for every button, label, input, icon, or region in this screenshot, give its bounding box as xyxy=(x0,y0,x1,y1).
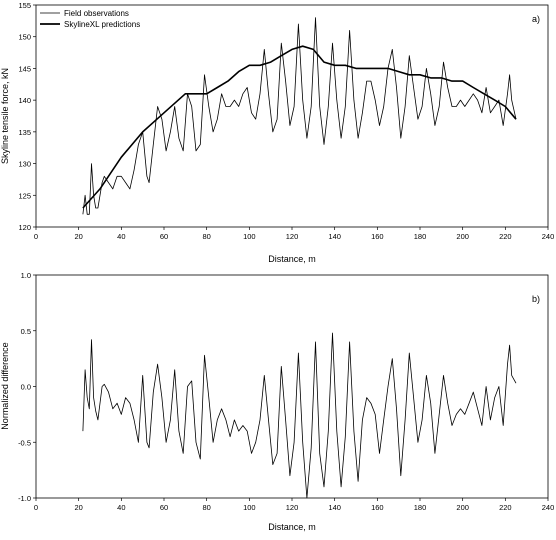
x-tick-label: 100 xyxy=(243,503,256,512)
series-group-b xyxy=(82,332,517,499)
series-group-a xyxy=(82,17,517,215)
skylinexl-predictions-line xyxy=(82,45,517,209)
field-observations-line xyxy=(82,17,517,215)
y-tick-label: -1.0 xyxy=(18,494,31,503)
y-tick-label: -0.5 xyxy=(18,438,31,447)
y-tick-label: 125 xyxy=(18,191,31,200)
plot-area-frame-b xyxy=(35,274,549,499)
y-tick-label: 0.5 xyxy=(21,327,31,336)
x-tick-label: 20 xyxy=(74,232,82,241)
x-tick-label: 80 xyxy=(202,503,210,512)
x-axis-ticks-b: 0 20 40 60 80 100 120 140 160 180 200 220 240 xyxy=(34,498,554,512)
x-tick-label: 80 xyxy=(202,232,210,241)
legend-label-skyline: SkylineXL predictions xyxy=(64,20,140,29)
y-tick-label: 135 xyxy=(18,128,31,137)
legend-label-field: Field observations xyxy=(64,9,129,18)
x-axis-ticks-a: 0 20 40 60 80 100 120 140 160 180 200 220 240 xyxy=(34,227,554,241)
x-tick-label: 180 xyxy=(414,503,427,512)
x-tick-label: 180 xyxy=(414,232,427,241)
x-tick-label: 120 xyxy=(286,232,299,241)
x-tick-label: 120 xyxy=(286,503,299,512)
y-axis-label-b: Normalized difference xyxy=(0,342,10,429)
y-axis-ticks-a: 120 125 130 135 140 145 150 155 xyxy=(18,1,36,232)
x-tick-label: 240 xyxy=(542,232,555,241)
y-tick-label: 1.0 xyxy=(21,271,31,280)
legend-a: Field observations SkylineXL predictions xyxy=(40,9,140,29)
y-tick-label: 130 xyxy=(18,160,31,169)
x-tick-label: 240 xyxy=(542,503,555,512)
x-axis-label-b: Distance, m xyxy=(268,522,316,532)
x-tick-label: 140 xyxy=(328,232,341,241)
x-tick-label: 100 xyxy=(243,232,256,241)
x-tick-label: 40 xyxy=(117,503,125,512)
y-tick-label: 155 xyxy=(18,1,31,10)
x-tick-label: 0 xyxy=(34,232,38,241)
y-tick-label: 120 xyxy=(18,223,31,232)
x-tick-label: 60 xyxy=(160,232,168,241)
panel-label-b: b) xyxy=(532,294,540,304)
y-axis-label-a: Skyline tensile force, kN xyxy=(0,68,10,164)
x-tick-label: 140 xyxy=(328,503,341,512)
y-tick-label: 150 xyxy=(18,33,31,42)
x-tick-label: 200 xyxy=(456,503,469,512)
x-tick-label: 20 xyxy=(74,503,82,512)
x-tick-label: 200 xyxy=(456,232,469,241)
y-axis-ticks-b: -1.0 -0.5 0.0 0.5 1.0 xyxy=(18,271,36,503)
x-tick-label: 160 xyxy=(371,503,384,512)
panel-b: 0 20 40 60 80 100 120 140 160 180 200 220 240 -1.0 -0… xyxy=(0,271,554,532)
y-tick-label: 0.0 xyxy=(21,383,31,392)
panel-a: 0 20 40 60 80 100 120 140 160 180 200 220 240 120 125… xyxy=(0,1,554,264)
x-axis-label-a: Distance, m xyxy=(268,254,316,264)
x-tick-label: 0 xyxy=(34,503,38,512)
panel-label-a: a) xyxy=(532,14,540,24)
x-tick-label: 160 xyxy=(371,232,384,241)
x-tick-label: 60 xyxy=(160,503,168,512)
normalized-difference-line xyxy=(82,332,517,499)
x-tick-label: 220 xyxy=(499,232,512,241)
y-tick-label: 140 xyxy=(18,96,31,105)
x-tick-label: 220 xyxy=(499,503,512,512)
x-tick-label: 40 xyxy=(117,232,125,241)
y-tick-label: 145 xyxy=(18,64,31,73)
